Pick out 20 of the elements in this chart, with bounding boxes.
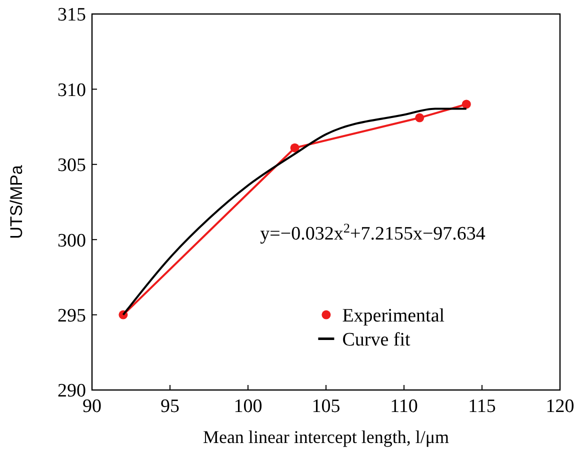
legend-label: Curve fit [342, 329, 411, 350]
annotation: y=−0.032x$^{2}$+7.2155x−97.634 [260, 220, 486, 245]
x-tick-label: 100 [234, 396, 262, 417]
y-tick-label: 310 [58, 80, 86, 101]
y-axis-title: UTS/MPa [7, 164, 26, 239]
point [290, 143, 300, 152]
x-tick-label: 115 [468, 396, 496, 417]
x-tick-label: 95 [160, 396, 180, 417]
y-tick-label: 300 [58, 230, 86, 252]
y-tick-label: 295 [58, 305, 86, 326]
x-tick-label: 105 [312, 396, 340, 417]
x-tick-label: 120 [546, 396, 574, 417]
x-axis-title: Mean linear intercept length, l/μm [202, 427, 450, 447]
point [462, 100, 471, 109]
x-tick-label: 90 [82, 396, 102, 417]
y-tick-label: 315 [58, 4, 86, 26]
legend-label: Experimental [342, 305, 445, 326]
x-tick-label: 110 [390, 396, 418, 417]
point [415, 113, 424, 122]
y-tick-label: 305 [58, 155, 86, 176]
